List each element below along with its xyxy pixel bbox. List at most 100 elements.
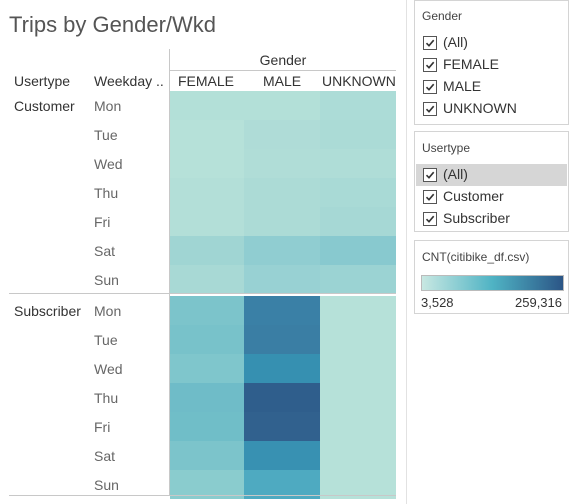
column-header-unknown[interactable]: UNKNOWN <box>322 73 396 89</box>
weekday-label[interactable]: Thu <box>94 185 119 201</box>
usertype-filter-title: Usertype <box>422 141 471 155</box>
heatmap-cell[interactable] <box>244 120 320 149</box>
heatmap-cell[interactable] <box>244 354 320 383</box>
gender-filter-item-label: (All) <box>443 34 468 50</box>
heatmap-cell[interactable] <box>320 296 396 325</box>
weekday-label[interactable]: Sun <box>94 272 119 288</box>
usertype-filter-item[interactable]: (All) <box>416 164 567 186</box>
weekday-label[interactable]: Sat <box>94 448 116 464</box>
weekday-label[interactable]: Thu <box>94 390 119 406</box>
grid-divider-vertical <box>169 49 170 496</box>
checkbox-checked-icon[interactable] <box>423 36 437 50</box>
checkbox-checked-icon[interactable] <box>423 212 437 226</box>
heatmap-cell[interactable] <box>170 470 244 499</box>
heatmap-cell[interactable] <box>170 236 244 265</box>
weekday-label[interactable]: Wed <box>94 361 123 377</box>
heatmap-cell[interactable] <box>170 120 244 149</box>
color-legend-panel: CNT(citibike_df.csv) 3,528 259,316 <box>414 240 569 314</box>
heatmap-cell[interactable] <box>170 296 244 325</box>
gender-filter-item-label: MALE <box>443 78 482 94</box>
heatmap-cell[interactable] <box>244 236 320 265</box>
row-header-weekday[interactable]: Weekday .. <box>94 73 164 89</box>
weekday-label[interactable]: Wed <box>94 156 123 172</box>
column-group-header-gender[interactable]: Gender <box>259 52 307 68</box>
weekday-label[interactable]: Fri <box>94 214 111 230</box>
heatmap-cell[interactable] <box>170 441 244 470</box>
heatmap-cell[interactable] <box>244 412 320 441</box>
gender-filter-item-label: FEMALE <box>443 56 500 72</box>
weekday-label[interactable]: Sun <box>94 477 119 493</box>
heatmap-cell[interactable] <box>320 441 396 470</box>
usertype-filter-item[interactable]: Customer <box>416 186 567 208</box>
weekday-label[interactable]: Mon <box>94 98 122 114</box>
heatmap-cell[interactable] <box>244 207 320 236</box>
heatmap-cell[interactable] <box>244 296 320 325</box>
weekday-label[interactable]: Tue <box>94 127 118 143</box>
checkbox-checked-icon[interactable] <box>423 58 437 72</box>
usertype-label[interactable]: Customer <box>14 98 75 114</box>
gender-filter-item[interactable]: FEMALE <box>416 54 567 76</box>
heatmap-cell[interactable] <box>320 412 396 441</box>
heatmap-cell[interactable] <box>320 149 396 178</box>
usertype-filter-item[interactable]: Subscriber <box>416 208 567 230</box>
sheet-title: Trips by Gender/Wkd <box>9 12 217 37</box>
usertype-filter-item-label: Subscriber <box>443 210 510 226</box>
heatmap-cell[interactable] <box>244 178 320 207</box>
heatmap-cell[interactable] <box>170 149 244 178</box>
heatmap-cell[interactable] <box>244 265 320 294</box>
weekday-label[interactable]: Mon <box>94 303 122 319</box>
heatmap-cell[interactable] <box>320 470 396 499</box>
heatmap-cell[interactable] <box>320 91 396 120</box>
dashboard-divider <box>406 0 407 504</box>
heatmap-cell[interactable] <box>244 470 320 499</box>
heatmap-cell[interactable] <box>244 441 320 470</box>
heatmap-cell[interactable] <box>320 325 396 354</box>
heatmap-cell[interactable] <box>170 265 244 294</box>
row-header-usertype[interactable]: Usertype <box>14 73 71 89</box>
heatmap-cell[interactable] <box>170 354 244 383</box>
column-header-female[interactable]: FEMALE <box>178 73 235 89</box>
heatmap-cell[interactable] <box>320 207 396 236</box>
gender-filter-item[interactable]: MALE <box>416 76 567 98</box>
usertype-filter-panel: Usertype (All) Customer Subscriber <box>414 131 569 232</box>
checkbox-checked-icon[interactable] <box>423 80 437 94</box>
heatmap-cell[interactable] <box>320 265 396 294</box>
weekday-label[interactable]: Fri <box>94 419 111 435</box>
usertype-filter-item-label: Customer <box>443 188 504 204</box>
heatmap-cell[interactable] <box>170 178 244 207</box>
weekday-label[interactable]: Sat <box>94 243 116 259</box>
gender-filter-item[interactable]: (All) <box>416 32 567 54</box>
gender-filter-item[interactable]: UNKNOWN <box>416 98 567 120</box>
checkbox-checked-icon[interactable] <box>423 168 437 182</box>
heatmap-cell[interactable] <box>320 120 396 149</box>
heatmap-cell[interactable] <box>244 149 320 178</box>
legend-min-value: 3,528 <box>421 295 454 310</box>
heatmap-cell[interactable] <box>320 236 396 265</box>
color-gradient-bar <box>421 275 564 291</box>
checkbox-checked-icon[interactable] <box>423 190 437 204</box>
usertype-group-divider <box>9 293 396 294</box>
weekday-label[interactable]: Tue <box>94 332 118 348</box>
usertype-filter-item-label: (All) <box>443 166 468 182</box>
legend-title: CNT(citibike_df.csv) <box>422 250 530 264</box>
usertype-label[interactable]: Subscriber <box>14 303 81 319</box>
gender-filter-item-label: UNKNOWN <box>443 100 517 116</box>
heatmap-cell[interactable] <box>244 383 320 412</box>
heatmap-cell[interactable] <box>244 91 320 120</box>
heatmap-cell[interactable] <box>244 325 320 354</box>
heatmap-cell[interactable] <box>170 207 244 236</box>
heatmap-cell[interactable] <box>170 412 244 441</box>
heatmap-cell[interactable] <box>320 354 396 383</box>
heatmap-cell[interactable] <box>320 383 396 412</box>
heatmap-cell[interactable] <box>170 325 244 354</box>
checkbox-checked-icon[interactable] <box>423 102 437 116</box>
legend-max-value: 259,316 <box>515 295 562 310</box>
heatmap-cell[interactable] <box>170 383 244 412</box>
heatmap-cell[interactable] <box>320 178 396 207</box>
gender-filter-panel: Gender (All) FEMALE MALE UNKNOWN <box>414 0 569 125</box>
gender-header-divider <box>170 70 396 71</box>
gender-filter-title: Gender <box>422 9 463 23</box>
heatmap-cell[interactable] <box>170 91 244 120</box>
column-header-male[interactable]: MALE <box>263 73 302 89</box>
grid-bottom-divider <box>9 495 396 496</box>
